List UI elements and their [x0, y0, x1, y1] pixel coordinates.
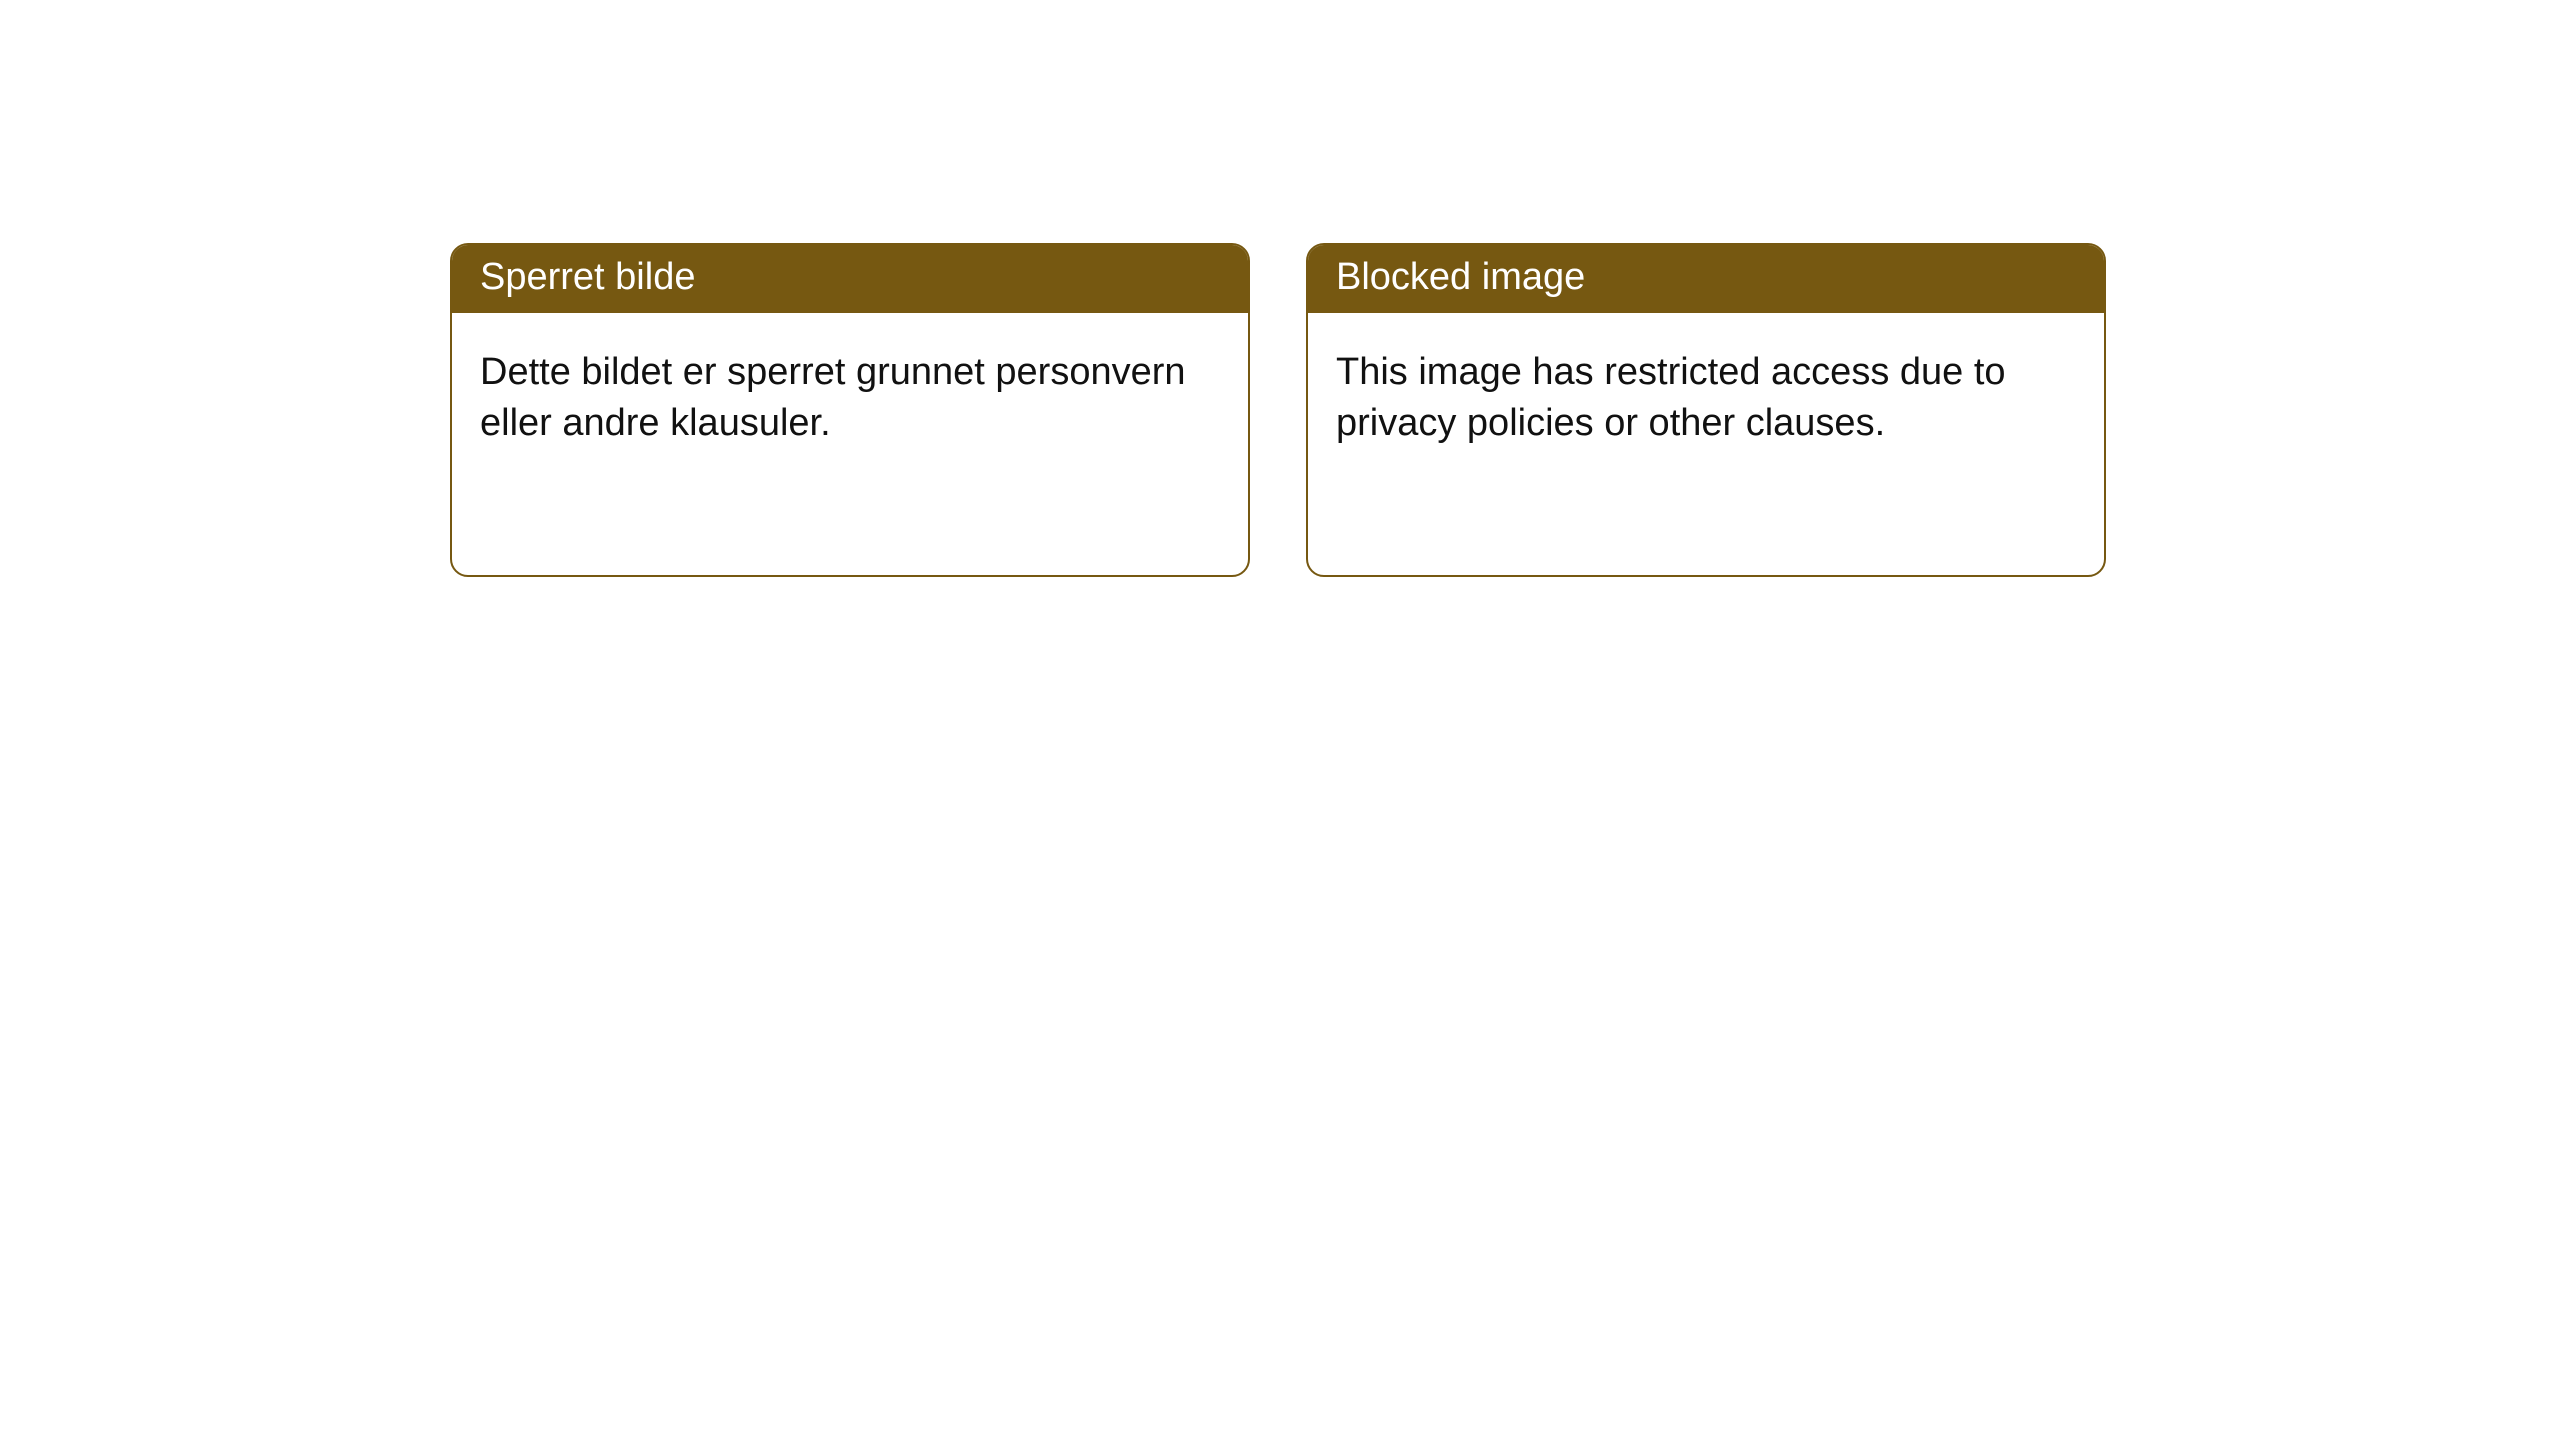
card-body-english: This image has restricted access due to … — [1308, 313, 2104, 484]
blocked-image-card-english: Blocked image This image has restricted … — [1306, 243, 2106, 577]
notice-container: Sperret bilde Dette bildet er sperret gr… — [450, 243, 2106, 577]
blocked-image-card-norwegian: Sperret bilde Dette bildet er sperret gr… — [450, 243, 1250, 577]
card-title-norwegian: Sperret bilde — [452, 245, 1248, 313]
card-body-norwegian: Dette bildet er sperret grunnet personve… — [452, 313, 1248, 484]
card-title-english: Blocked image — [1308, 245, 2104, 313]
